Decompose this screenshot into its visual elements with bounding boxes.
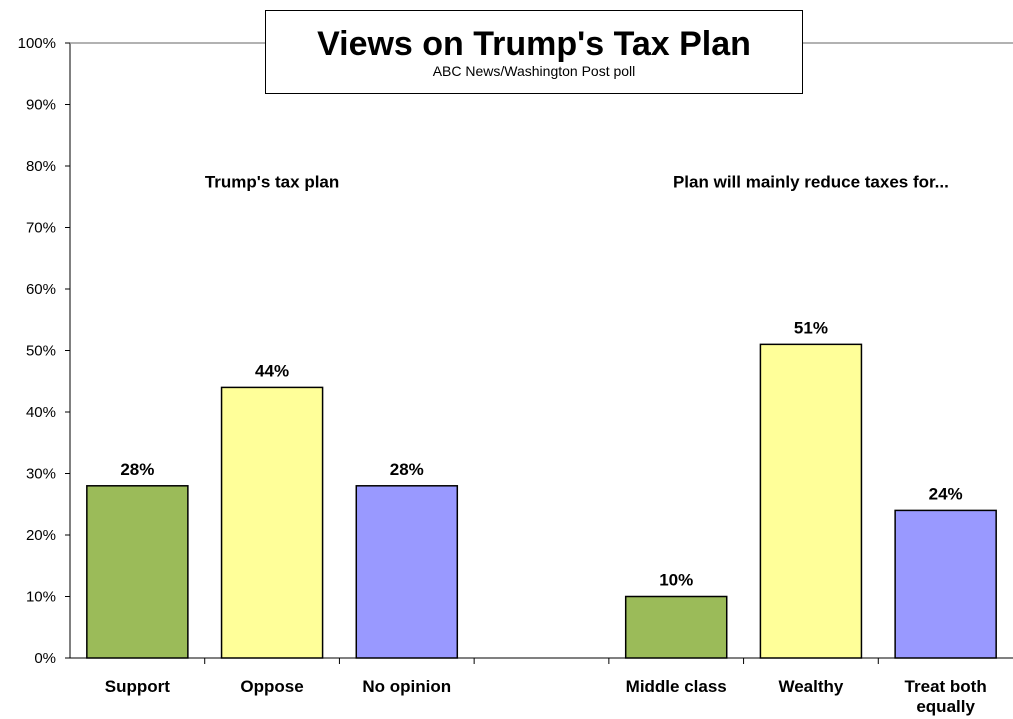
bars [87,344,996,658]
category-label: Middle class [626,677,727,696]
bar [895,510,996,658]
chart-title: Views on Trump's Tax Plan [266,25,802,63]
title-box: Views on Trump's Tax Plan ABC News/Washi… [265,10,803,94]
y-tick-label: 90% [26,97,56,114]
data-label: 51% [794,318,828,337]
y-tick-label: 0% [34,650,56,667]
bar [760,344,861,658]
y-tick-label: 70% [26,220,56,237]
data-label: 44% [255,361,289,380]
bar [87,486,188,658]
bar [222,387,323,658]
category-label: Oppose [240,677,303,696]
data-label: 28% [390,460,424,479]
group-label: Plan will mainly reduce taxes for... [673,173,949,192]
y-tick-label: 10% [26,589,56,606]
bar [626,597,727,659]
data-label: 24% [929,484,963,503]
chart-subtitle: ABC News/Washington Post poll [266,63,802,79]
category-label: Wealthy [778,677,843,696]
x-ticks [205,658,879,664]
y-ticks: 0% 10% 20% 30% 40% 50% 60% 70% 80% 90% 100% [18,35,70,667]
y-tick-label: 50% [26,343,56,360]
y-tick-label: 20% [26,527,56,544]
category-label: No opinion [362,677,451,696]
bar [356,486,457,658]
category-label: Support [105,677,170,696]
y-tick-label: 80% [26,158,56,175]
data-label: 28% [120,460,154,479]
y-tick-label: 30% [26,466,56,483]
group-label: Trump's tax plan [205,173,339,192]
category-label: Treat both equally [905,677,987,716]
y-tick-label: 60% [26,281,56,298]
y-tick-label: 40% [26,404,56,421]
y-tick-label: 100% [18,35,56,52]
data-label: 10% [659,571,693,590]
